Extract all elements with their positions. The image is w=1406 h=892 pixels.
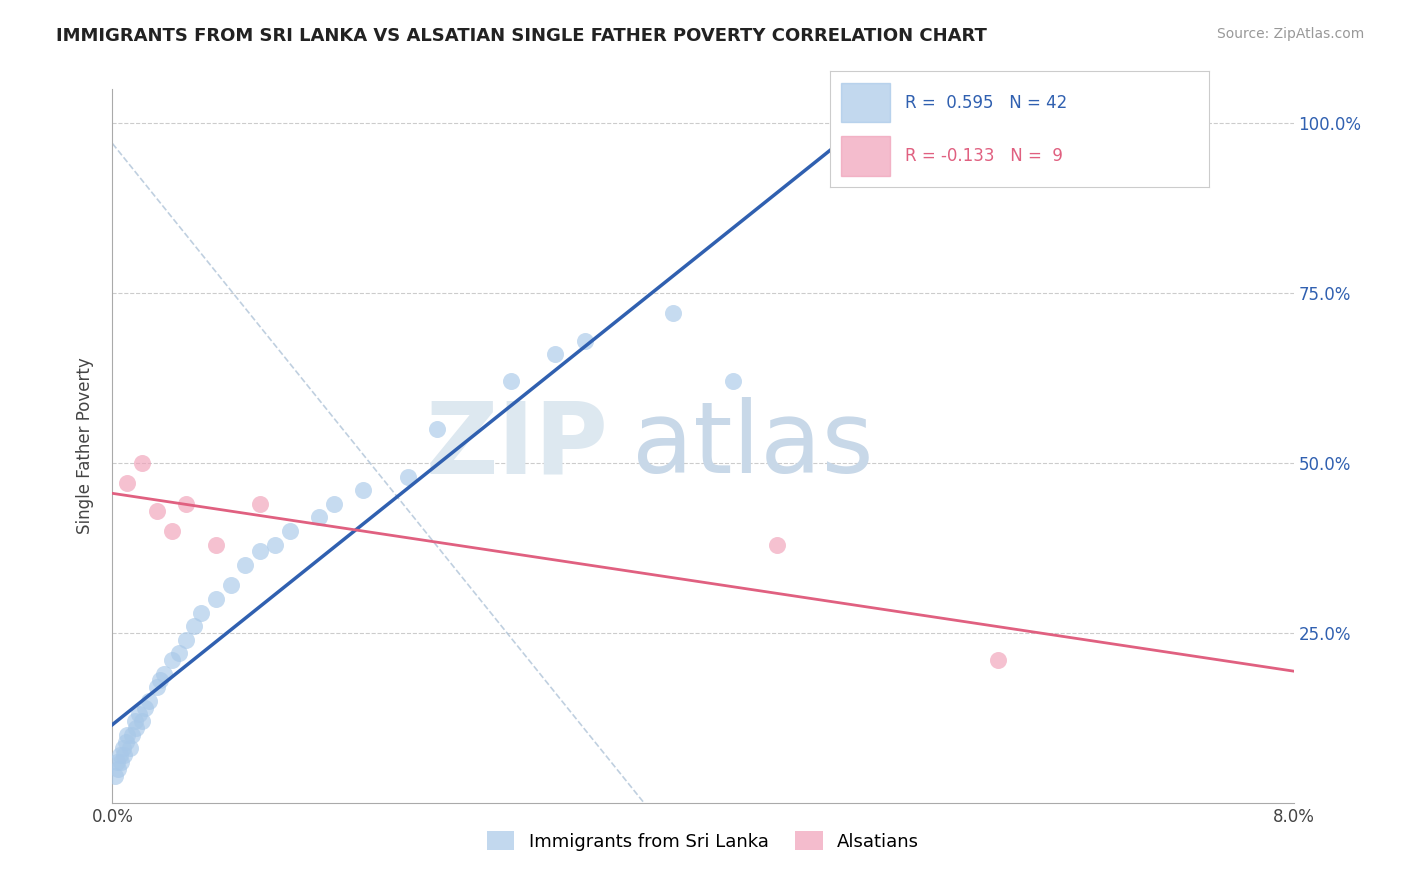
Point [264, 537, 287, 551]
Point [219, 578, 242, 592]
Point [105, 755, 128, 769]
Legend: Immigrants from Sri Lanka, Alsatians: Immigrants from Sri Lanka, Alsatians [479, 824, 927, 858]
Point [149, 673, 172, 688]
Point [160, 653, 183, 667]
Point [352, 483, 374, 498]
Point [146, 503, 169, 517]
Point [249, 497, 271, 511]
Point [574, 334, 596, 348]
Point [153, 666, 176, 681]
Point [167, 646, 190, 660]
Point [308, 510, 330, 524]
Point [174, 497, 197, 511]
Point [183, 619, 205, 633]
Point [104, 769, 127, 783]
Point [117, 728, 138, 742]
Point [125, 721, 148, 735]
Bar [841, 83, 890, 122]
Point [278, 524, 301, 538]
Point [544, 347, 567, 361]
Point [160, 524, 183, 538]
Text: Source: ZipAtlas.com: Source: ZipAtlas.com [1216, 27, 1364, 41]
Point [205, 537, 228, 551]
Text: R = -0.133   N =  9: R = -0.133 N = 9 [905, 147, 1063, 165]
Y-axis label: Single Father Poverty: Single Father Poverty [76, 358, 94, 534]
Point [111, 741, 134, 756]
Point [765, 537, 787, 551]
Point [190, 606, 212, 620]
Point [146, 680, 169, 694]
Point [174, 632, 197, 647]
Text: IMMIGRANTS FROM SRI LANKA VS ALSATIAN SINGLE FATHER POVERTY CORRELATION CHART: IMMIGRANTS FROM SRI LANKA VS ALSATIAN SI… [56, 27, 987, 45]
Point [233, 558, 256, 572]
Point [117, 476, 138, 491]
Point [107, 762, 129, 776]
Point [114, 734, 136, 748]
Point [987, 653, 1010, 667]
Point [108, 748, 131, 763]
Point [501, 375, 523, 389]
Point [131, 456, 153, 470]
Point [471, 401, 494, 416]
Point [396, 469, 419, 483]
Text: atlas: atlas [633, 398, 873, 494]
Point [134, 700, 156, 714]
Point [205, 591, 228, 606]
Point [249, 544, 271, 558]
Point [124, 714, 146, 729]
Text: ZIP: ZIP [426, 398, 609, 494]
Point [323, 497, 346, 511]
Bar [841, 136, 890, 176]
Point [110, 755, 132, 769]
Point [426, 422, 449, 436]
Point [131, 714, 153, 729]
Point [121, 728, 143, 742]
Point [721, 375, 744, 389]
Text: R =  0.595   N = 42: R = 0.595 N = 42 [905, 94, 1067, 112]
Point [662, 306, 685, 320]
Point [112, 748, 135, 763]
Point [120, 741, 142, 756]
Point [128, 707, 150, 722]
Point [138, 694, 160, 708]
